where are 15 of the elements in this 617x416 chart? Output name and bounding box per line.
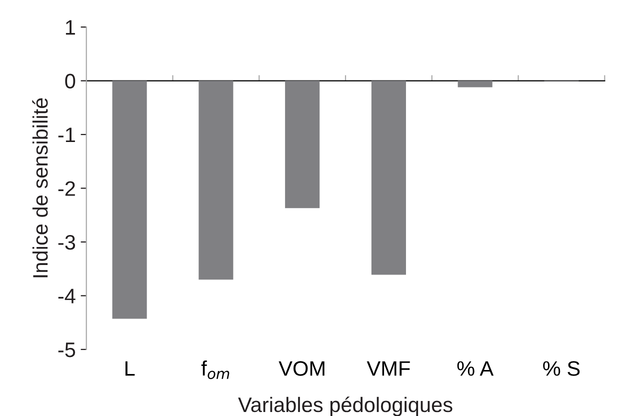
x-tick-label: f$_{om}$ <box>201 360 230 380</box>
x-tick-label: L <box>125 361 135 376</box>
y-axis-title: Indice de sensibilité <box>32 98 48 278</box>
y-tick-label: 1 <box>66 20 75 35</box>
x-tick-label: VOM <box>278 361 324 376</box>
x-axis-title: Variables pédologiques <box>238 396 452 416</box>
y-tick-label: -3 <box>58 234 76 250</box>
x-tick-label: % A <box>457 361 494 376</box>
y-tick-label: -4 <box>58 288 76 304</box>
x-tick-label: VMF <box>366 361 410 376</box>
x-tick-label: % S <box>543 361 580 376</box>
y-tick-label: 0 <box>65 74 76 89</box>
y-tick-label: -1 <box>58 128 75 142</box>
y-tick-label: -5 <box>58 342 76 358</box>
y-tick-label: -2 <box>58 181 75 196</box>
